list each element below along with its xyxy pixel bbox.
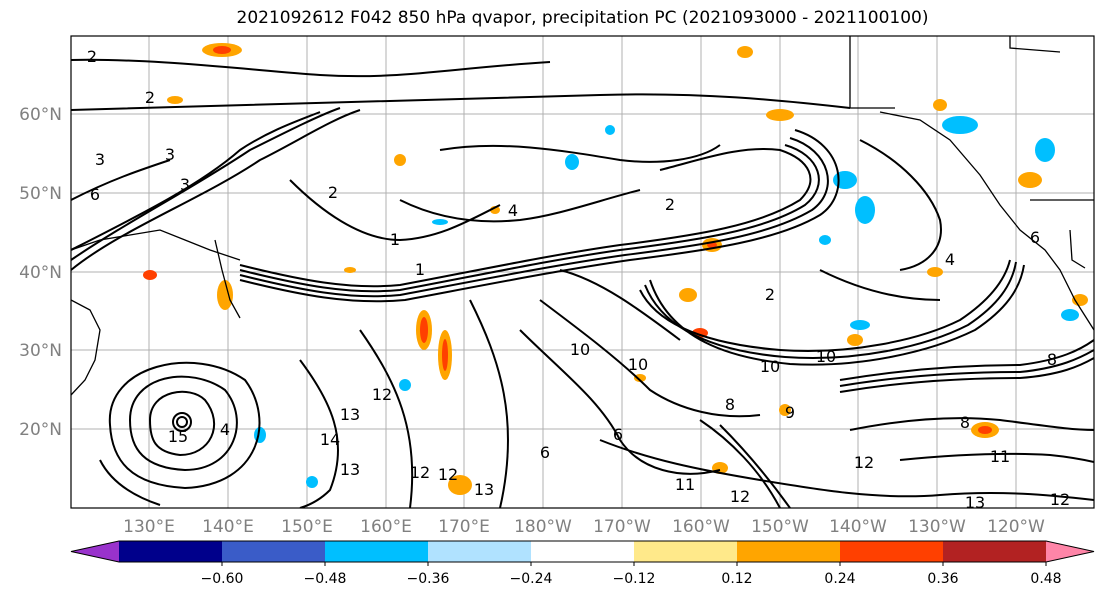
colorbar-tick-label: −0.24 (510, 571, 553, 587)
contour-label: 11 (675, 475, 695, 494)
contour-label: 14 (320, 430, 340, 449)
contour-label: 2 (765, 285, 775, 304)
colorbar-tick-label: 0.48 (1030, 571, 1061, 587)
latitude-label: 50°N (19, 184, 62, 204)
contour-label: 2 (665, 195, 675, 214)
longitude-label: 170°W (593, 517, 651, 537)
contour-label: 8 (960, 413, 970, 432)
contour-label: 2 (328, 183, 338, 202)
colorbar-tick-label: −0.60 (201, 571, 244, 587)
contour-label: 12 (372, 385, 392, 404)
colorbar-segment (634, 541, 737, 562)
contour-label: 9 (785, 403, 795, 422)
contour-label: 3 (165, 145, 175, 164)
colorbar-tick-label: 0.24 (824, 571, 855, 587)
colorbar-tick-label: −0.36 (407, 571, 450, 587)
longitude-label: 160°W (672, 517, 730, 537)
contour-label: 10 (760, 357, 780, 376)
colorbar-segment (222, 541, 325, 562)
colorbar-segment (428, 541, 531, 562)
longitude-label: 130°E (123, 517, 175, 537)
contour-label: 15 (168, 427, 188, 446)
contour-label: 13 (340, 405, 360, 424)
colorbar-extension-high (1046, 541, 1094, 562)
colorbar-outline (70, 540, 1095, 563)
contour-label: 13 (474, 480, 494, 499)
contour-label: 11 (990, 447, 1010, 466)
longitude-label: 150°E (281, 517, 333, 537)
contour-label: 3 (95, 150, 105, 169)
contour-label: 12 (410, 463, 430, 482)
contour-label: 1 (415, 260, 425, 279)
map-title: 2021092612 F042 850 hPa qvapor, precipit… (236, 8, 929, 28)
longitude-label: 170°E (438, 517, 490, 537)
colorbar-segment (840, 541, 943, 562)
colorbar-segment (943, 541, 1046, 562)
contour-label: 4 (220, 420, 230, 439)
contour-label: 4 (945, 250, 955, 269)
contour-label: 12 (1050, 490, 1070, 509)
colorbar: −0.60 −0.48 −0.36 −0.24 −0.12 0.12 0.24 0.36 0.4… (70, 540, 1095, 587)
contour-label: 6 (540, 443, 550, 462)
colorbar-tick-label: 0.36 (927, 571, 958, 587)
contour-label: 10 (570, 340, 590, 359)
longitude-label: 120°W (987, 517, 1045, 537)
latitude-label: 30°N (19, 341, 62, 361)
longitude-label: 180°W (514, 517, 572, 537)
longitude-label: 150°W (751, 517, 809, 537)
contour-label: 4 (508, 201, 518, 220)
contour-label: 6 (613, 425, 623, 444)
contour-label: 1 (390, 230, 400, 249)
contour-label: 8 (725, 395, 735, 414)
longitude-labels: 130°E 140°E 150°E 160°E 170°E 180°W 170°W 160°W… (123, 517, 1045, 537)
contour-label: 2 (145, 88, 155, 107)
latitude-label: 20°N (19, 420, 62, 440)
longitude-label: 140°W (829, 517, 887, 537)
contour-label: 3 (180, 175, 190, 194)
longitude-label: 140°E (202, 517, 254, 537)
contour-label: 6 (90, 185, 100, 204)
contour-label: 2 (87, 47, 97, 66)
colorbar-segment (325, 541, 428, 562)
colorbar-segment (119, 541, 222, 562)
latitude-labels: 60°N 50°N 40°N 30°N 20°N (19, 105, 62, 440)
map-border (70, 35, 1095, 509)
colorbar-tick-label: −0.48 (304, 571, 347, 587)
longitude-label: 160°E (360, 517, 412, 537)
contour-label: 6 (1030, 228, 1040, 247)
contour-label: 12 (438, 465, 458, 484)
latitude-label: 40°N (19, 263, 62, 283)
colorbar-tick-label: 0.12 (721, 571, 752, 587)
contour-label: 13 (965, 493, 985, 512)
contour-label: 8 (1047, 350, 1057, 369)
longitude-label: 130°W (908, 517, 966, 537)
colorbar-tick-label: −0.12 (613, 571, 656, 587)
contour-label: 12 (854, 453, 874, 472)
latitude-label: 60°N (19, 105, 62, 125)
colorbar-segment (737, 541, 840, 562)
contour-label: 12 (730, 487, 750, 506)
contour-label: 10 (628, 355, 648, 374)
colorbar-segment (531, 541, 634, 562)
colorbar-extension-low (71, 541, 119, 562)
precipitation-shading (143, 43, 1088, 495)
qvapor-contours (71, 58, 1094, 508)
contour-label: 13 (340, 460, 360, 479)
contour-label: 10 (816, 347, 836, 366)
